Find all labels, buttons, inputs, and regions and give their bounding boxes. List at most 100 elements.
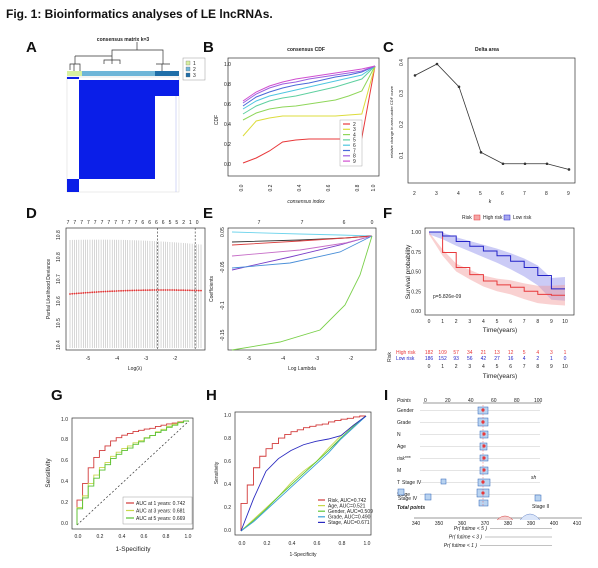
svg-text:60: 60 — [491, 398, 497, 404]
risk-count-low: 16 — [508, 356, 514, 362]
svg-text:0.6: 0.6 — [326, 184, 332, 191]
cv-deviance-point — [146, 289, 149, 292]
panel-d-ylabel: Partial Likelihood Deviance — [46, 259, 52, 320]
panel-h-xlabel: 1-Specificity — [290, 552, 317, 558]
cv-deviance-point — [191, 289, 194, 292]
svg-text:0.0: 0.0 — [239, 541, 246, 547]
svg-text:0.6: 0.6 — [141, 534, 148, 540]
panel-c-ticks: 2 3 4 5 6 7 8 9 0.4 0.3 0.2 0.1 — [399, 59, 570, 197]
km-y-tick: 0.00 — [411, 309, 421, 315]
cv-deviance-point — [184, 289, 187, 292]
consensus-block-3 — [67, 179, 79, 192]
coef-path-blue — [231, 235, 373, 269]
km-x-tick: 10 — [562, 319, 568, 325]
svg-text:10.8: 10.8 — [56, 230, 62, 240]
cv-deviance-point — [164, 289, 167, 291]
cdf-line-k8 — [242, 65, 376, 104]
panel-label-g: G — [51, 387, 63, 404]
cv-top-tick: 7 — [135, 220, 138, 226]
panel-d-frame — [65, 227, 206, 351]
cv-deviance-point — [129, 289, 131, 292]
svg-text:1.0: 1.0 — [224, 413, 231, 419]
panel-label-e: E — [203, 205, 213, 222]
svg-text:10.4: 10.4 — [56, 340, 62, 350]
cv-top-tick: 7 — [67, 220, 70, 226]
svg-text:1.0: 1.0 — [224, 62, 231, 68]
risk-count-high: 4 — [536, 350, 539, 356]
svg-text:0.2: 0.2 — [399, 121, 405, 128]
panel-label-h: H — [206, 387, 217, 404]
panel-c-ylabel: relative change in area under CDF curve — [389, 85, 394, 158]
consensus-block-tiny — [67, 77, 79, 79]
svg-text:80: 80 — [514, 398, 520, 404]
km-x-tick: 0 — [428, 319, 431, 325]
svg-text:0.8: 0.8 — [339, 541, 346, 547]
km-x-tick: 3 — [468, 319, 471, 325]
svg-text:20: 20 — [445, 398, 451, 404]
cv-deviance-point — [133, 289, 136, 292]
cv-deviance-point — [200, 289, 202, 292]
panel-b-axis-ticks: 0.0 0.2 0.4 0.6 0.8 1.0 1.0 0.8 0.6 0.4 … — [224, 62, 377, 191]
total-points-tick: 410 — [573, 521, 582, 527]
cdf-legend-label: 7 — [353, 148, 356, 154]
svg-text:6: 6 — [501, 191, 504, 197]
nomogram-row-label: N — [397, 432, 401, 438]
panel-h: 0.0 0.2 0.4 0.6 0.8 1.0 0.0 0.2 0.4 0.6 … — [214, 411, 373, 558]
consensus-block-1 — [79, 80, 155, 179]
svg-text:-0.15: -0.15 — [220, 329, 226, 341]
svg-text:0.0: 0.0 — [75, 534, 82, 540]
cv-deviance-point — [160, 289, 162, 291]
cv-deviance-point — [111, 290, 114, 293]
cdf-legend-label: 5 — [353, 138, 356, 144]
stage-iv-label: Stage IV — [398, 496, 418, 502]
svg-text:10.6: 10.6 — [56, 296, 62, 306]
panel-d-xlabel: Log(λ) — [128, 366, 143, 372]
km-x-tick: 2 — [455, 319, 458, 325]
svg-text:0.6: 0.6 — [224, 102, 231, 108]
km-y-tick: 1.00 — [411, 230, 421, 236]
svg-text:0.0: 0.0 — [224, 162, 231, 168]
coef-path-magenta — [231, 235, 373, 257]
roc-curve-h-1 — [240, 415, 366, 531]
svg-text:0.2: 0.2 — [268, 184, 274, 191]
panel-h-ylabel: Sensitivity — [214, 461, 220, 484]
cdf-legend-label: 2 — [353, 122, 356, 128]
cv-deviance-point — [117, 290, 120, 292]
roc-curve-g-1 — [76, 420, 189, 525]
panel-b-ylabel: CDF — [214, 115, 220, 125]
km-ci-high — [429, 232, 565, 306]
risk-count-low: 27 — [494, 356, 500, 362]
risk-count-low: 2 — [536, 356, 539, 362]
panel-b-xlabel: consensus index — [287, 199, 325, 205]
svg-text:0.0: 0.0 — [239, 184, 245, 191]
cv-top-tick: 7 — [128, 220, 131, 226]
svg-text:0.8: 0.8 — [163, 534, 170, 540]
cv-top-tick: 7 — [101, 220, 104, 226]
risk-count-high: 1 — [564, 350, 567, 356]
cv-deviance-point — [197, 289, 200, 292]
svg-text:1.0: 1.0 — [364, 541, 371, 547]
km-x-tick: 6 — [509, 319, 512, 325]
roc-curve-h-4 — [240, 415, 367, 532]
svg-text:9: 9 — [567, 191, 570, 197]
km-curve-high — [429, 231, 565, 296]
risk-table: Risk High risk Low risk 1821860109152157… — [387, 350, 568, 370]
svg-text:3: 3 — [435, 191, 438, 197]
km-legend-low: Low risk — [513, 215, 532, 221]
roc-legend-label: AUC at 5 years: 0.669 — [136, 516, 185, 522]
cv-deviance-point — [86, 291, 89, 294]
km-ylabel: Survival probability — [405, 244, 412, 299]
svg-text:0.4: 0.4 — [224, 122, 231, 128]
risk-table-x-tick: 0 — [428, 364, 431, 370]
risk-table-x-tick: 10 — [562, 364, 568, 370]
delta-area-point — [413, 74, 417, 77]
nomogram-points-axis: 0 20 40 60 80 100 — [423, 398, 543, 404]
cdf-line-k4 — [242, 65, 376, 121]
svg-text:10.8: 10.8 — [56, 252, 62, 262]
cv-deviance-point — [106, 290, 109, 293]
risk-count-low: 56 — [467, 356, 473, 362]
svg-text:0.8: 0.8 — [224, 436, 231, 442]
panel-a-title: consensus matrix k=3 — [97, 37, 150, 43]
cv-top-tick: 6 — [141, 220, 144, 226]
